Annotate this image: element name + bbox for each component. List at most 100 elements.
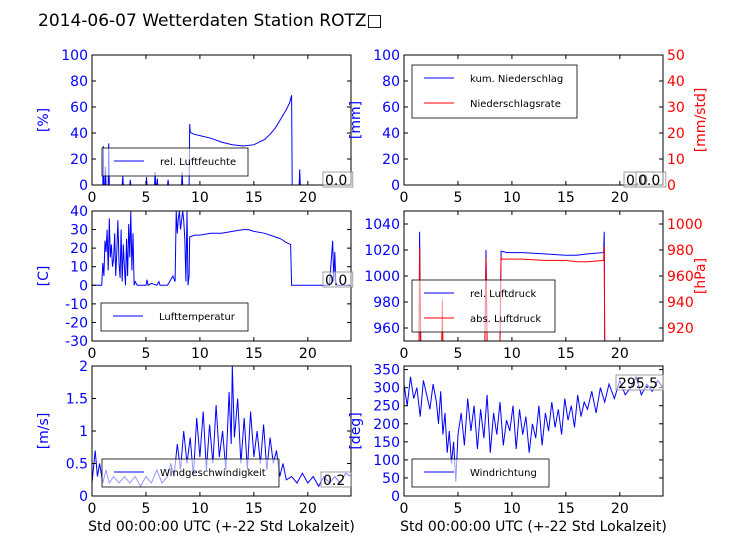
legend-label: Windrichtung xyxy=(470,468,537,479)
x-tick-label: 10 xyxy=(503,501,521,517)
series-line-pressure-1 xyxy=(404,246,663,341)
y-tick-label: 1 xyxy=(79,424,88,440)
plot-frame xyxy=(91,54,352,186)
legend-box xyxy=(101,147,249,177)
y-axis-label: [m/s] xyxy=(36,413,52,450)
y-tick-label: -30 xyxy=(65,334,88,350)
y-tick-label-right: 0 xyxy=(667,178,676,194)
value-label: 0.2 xyxy=(323,473,345,489)
value-label: 0.0 xyxy=(638,173,660,189)
y-axis-label: [%] xyxy=(36,108,52,132)
plot-frame xyxy=(403,54,664,186)
y-tick-label: 100 xyxy=(373,48,400,64)
series-line-winddirection-0 xyxy=(404,375,663,482)
legend-label: Niederschlagsrate xyxy=(470,99,561,110)
y-tick-label: 300 xyxy=(373,381,400,397)
y-tick-label-right: 50 xyxy=(667,48,685,64)
x-axis-label: Std 00:00:00 UTC (+-22 Std Lokalzeit) xyxy=(400,519,667,535)
x-tick-label: 20 xyxy=(611,501,629,517)
x-tick-label: 0 xyxy=(88,346,97,362)
y-tick-label: 1040 xyxy=(364,217,400,233)
series-line-humidity-0 xyxy=(92,95,351,185)
y-tick-label: 20 xyxy=(382,152,400,168)
legend-box xyxy=(101,458,280,488)
x-tick-label: 20 xyxy=(299,190,317,206)
y-axis-label: [mm] xyxy=(348,101,364,139)
y-tick-label: 30 xyxy=(70,223,88,239)
y-tick-label: 100 xyxy=(373,453,400,469)
x-tick-label: 20 xyxy=(299,501,317,517)
y-tick-label: 350 xyxy=(373,363,400,379)
panel-temperature: 0 5 10 15 20 -30 -20 -10 0 10 20 30 40 [C] Lufttempera… xyxy=(36,204,354,362)
legend-label: rel. Luftfeuchte xyxy=(160,157,236,168)
x-tick-label: 10 xyxy=(503,190,521,206)
y-axis-label-right: [mm/std] xyxy=(693,88,709,153)
legend-label: abs. Luftdruck xyxy=(470,314,541,325)
panel-pressure: 0 5 10 15 20 960 980 1000 1020 1040 920 940 960 980 10… xyxy=(364,210,709,362)
x-tick-label: 5 xyxy=(453,501,462,517)
panel-precipitation: 0 5 10 15 20 0 20 40 60 80 100 0 10 20 30 40 50 [mm] [mm/s… xyxy=(348,48,709,206)
y-tick-label: 20 xyxy=(70,152,88,168)
y-tick-label: 2 xyxy=(79,359,88,375)
x-tick-label: 10 xyxy=(191,346,209,362)
value-box xyxy=(322,171,354,188)
y-tick-label: 80 xyxy=(70,74,88,90)
y-tick-label: 0 xyxy=(79,178,88,194)
x-tick-label: 0 xyxy=(400,190,409,206)
y-tick-label: 980 xyxy=(373,295,400,311)
y-tick-label-right: 30 xyxy=(667,100,685,116)
x-tick-label: 15 xyxy=(557,346,575,362)
x-tick-label: 10 xyxy=(503,346,521,362)
x-axis-label: Std 00:00:00 UTC (+-22 Std Lokalzeit) xyxy=(88,519,355,535)
y-tick-label: 0 xyxy=(79,489,88,505)
legend-label: rel. Luftdruck xyxy=(470,289,536,300)
y-tick-label-right: 20 xyxy=(667,126,685,142)
y-tick-label: 80 xyxy=(382,74,400,90)
value-box xyxy=(322,271,354,288)
y-tick-label-right: 40 xyxy=(667,74,685,90)
y-tick-label: 50 xyxy=(382,471,400,487)
y-tick-label: 40 xyxy=(382,126,400,142)
panel-windspeed: 0 5 10 15 20 0 0.5 1 1.5 2 [m/s] Std 00:00:00 UTC (… xyxy=(36,359,355,535)
y-tick-label: 960 xyxy=(373,321,400,337)
legend-box xyxy=(411,458,550,488)
x-tick-label: 10 xyxy=(191,501,209,517)
y-tick-label-right: 980 xyxy=(667,243,694,259)
value-label: 0.0 xyxy=(325,173,347,189)
x-tick-label: 20 xyxy=(611,346,629,362)
legend-box xyxy=(411,279,556,333)
series-line-temperature-0 xyxy=(92,211,351,287)
x-tick-label: 15 xyxy=(245,190,263,206)
x-tick-label: 20 xyxy=(299,346,317,362)
value-box xyxy=(320,471,352,488)
x-tick-label: 15 xyxy=(557,501,575,517)
y-axis-label: [C] xyxy=(36,266,52,287)
x-tick-label: 15 xyxy=(245,346,263,362)
x-tick-label: 15 xyxy=(557,190,575,206)
y-tick-label: 20 xyxy=(70,241,88,257)
x-tick-label: 5 xyxy=(453,346,462,362)
y-tick-label: 250 xyxy=(373,399,400,415)
plot-frame xyxy=(403,365,664,497)
y-tick-label: 0.5 xyxy=(66,457,88,473)
x-tick-label: 20 xyxy=(611,190,629,206)
legend-label: Windgeschwindigkeit xyxy=(160,468,266,479)
value-label: 295.5 xyxy=(618,376,658,392)
y-axis-label-right: [hPa] xyxy=(693,258,709,294)
y-tick-label: 150 xyxy=(373,435,400,451)
y-tick-label-right: 940 xyxy=(667,295,694,311)
value-box xyxy=(635,171,667,188)
x-tick-label: 5 xyxy=(141,346,150,362)
y-tick-label: 10 xyxy=(70,260,88,276)
x-tick-label: 0 xyxy=(400,346,409,362)
legend-label: Lufttemperatur xyxy=(159,312,236,323)
y-tick-label: -20 xyxy=(65,315,88,331)
legend-box xyxy=(411,64,578,119)
y-tick-label: 1020 xyxy=(364,243,400,259)
y-tick-label: -10 xyxy=(65,297,88,313)
y-tick-label-right: 960 xyxy=(667,269,694,285)
x-tick-label: 15 xyxy=(245,501,263,517)
y-tick-label-right: 920 xyxy=(667,321,694,337)
